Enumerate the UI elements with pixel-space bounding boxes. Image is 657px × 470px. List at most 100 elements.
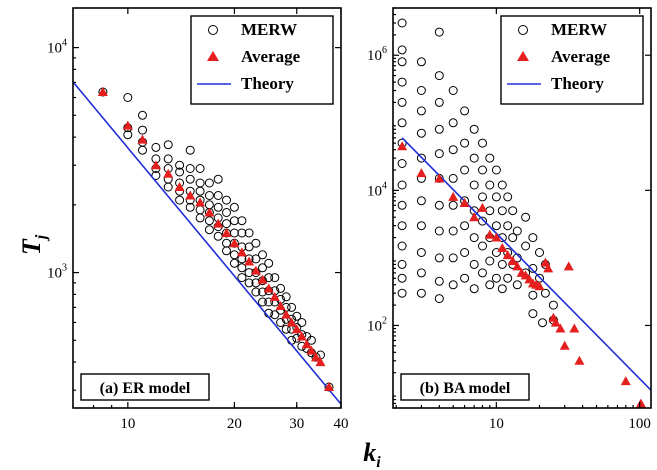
ba-legend-label: Theory bbox=[551, 74, 604, 93]
ba-merw-point bbox=[397, 221, 407, 231]
er-merw-point bbox=[229, 228, 239, 238]
er-average-point bbox=[122, 120, 133, 130]
er-merw-point bbox=[195, 205, 205, 215]
ba-merw-point bbox=[469, 233, 479, 243]
ba-merw-point bbox=[485, 206, 495, 216]
ba-merw-point bbox=[460, 248, 470, 257]
er-merw-point bbox=[175, 160, 185, 170]
er-merw-point bbox=[204, 216, 214, 226]
er-merw-point bbox=[281, 292, 291, 302]
er-merw-point bbox=[204, 225, 214, 235]
er-average-point bbox=[286, 317, 297, 327]
er-merw-point bbox=[306, 335, 316, 345]
ba-merw-point bbox=[397, 200, 407, 210]
ba-average-point bbox=[469, 212, 480, 222]
ba-merw-point bbox=[508, 233, 518, 243]
ba-legend-label: Average bbox=[551, 47, 611, 66]
er-merw-point bbox=[213, 174, 223, 184]
ba-average-point bbox=[507, 255, 518, 265]
ba-merw-point bbox=[485, 256, 495, 266]
ba-legend-label: MERW bbox=[551, 20, 607, 39]
er-average-point bbox=[257, 274, 268, 284]
ba-merw-point bbox=[397, 18, 407, 28]
er-merw-point bbox=[195, 164, 205, 173]
ba-merw-point bbox=[434, 97, 444, 107]
er-merw-point bbox=[185, 164, 195, 173]
ba-merw-point bbox=[503, 192, 513, 202]
ba-merw-point bbox=[434, 124, 444, 134]
ba-merw-point bbox=[416, 86, 426, 95]
ba-average-point bbox=[491, 232, 502, 242]
ba-merw-point bbox=[397, 259, 407, 269]
er-y-tick-label: 103 bbox=[47, 263, 67, 282]
er-merw-point bbox=[195, 186, 205, 196]
ba-average-point bbox=[569, 323, 580, 333]
er-merw-point bbox=[244, 278, 254, 288]
ba-merw-point bbox=[521, 241, 531, 251]
er-merw-point bbox=[204, 191, 214, 200]
er-panel-label-text: (a) ER model bbox=[100, 380, 191, 397]
ba-merw-point bbox=[478, 241, 487, 251]
ba-merw-point bbox=[434, 253, 444, 263]
er-merw-point bbox=[138, 125, 147, 135]
er-average-point bbox=[204, 207, 215, 217]
ba-merw-point bbox=[397, 288, 407, 298]
er-plot-area bbox=[73, 81, 341, 405]
ba-merw-point bbox=[434, 294, 444, 304]
ba-average-point bbox=[574, 355, 585, 365]
er-average-point bbox=[185, 190, 196, 200]
er-x-tick-label: 20 bbox=[227, 416, 242, 432]
ba-merw-point bbox=[469, 180, 479, 190]
ba-merw-point bbox=[397, 159, 407, 168]
ba-y-tick-label: 104 bbox=[367, 180, 387, 199]
ba-panel-label-box bbox=[400, 373, 530, 401]
er-merw-point bbox=[229, 216, 239, 226]
ba-merw-point bbox=[448, 253, 458, 263]
ba-merw-point bbox=[460, 165, 470, 175]
ba-merw-point bbox=[434, 27, 444, 37]
ba-merw-point bbox=[497, 206, 507, 216]
ba-merw-point bbox=[491, 248, 501, 257]
er-average-point bbox=[229, 238, 240, 248]
ba-average-point bbox=[484, 229, 495, 239]
er-average-point bbox=[163, 168, 174, 178]
er-merw-point bbox=[258, 250, 267, 260]
ba-x-tick-label: 100 bbox=[628, 416, 651, 432]
ba-merw-point bbox=[416, 248, 426, 257]
ba-average-point bbox=[534, 281, 545, 291]
er-average-point bbox=[269, 291, 280, 301]
ba-average-point bbox=[497, 243, 508, 253]
ba-merw-point bbox=[448, 145, 458, 155]
er-merw-point bbox=[297, 318, 307, 327]
er-merw-point bbox=[251, 287, 261, 297]
er-average-point bbox=[291, 324, 302, 334]
ba-merw-point bbox=[491, 192, 501, 202]
ba-panel-label: (b) BA model bbox=[400, 373, 530, 401]
er-merw-point bbox=[237, 263, 247, 273]
ba-merw-point bbox=[416, 153, 426, 163]
er-merw-point bbox=[185, 202, 195, 212]
er-average-point bbox=[306, 345, 317, 355]
x-axis-title: ki bbox=[363, 438, 381, 470]
er-panel-label-box bbox=[80, 373, 210, 401]
ba-merw-point bbox=[512, 280, 522, 290]
er-merw-point bbox=[229, 202, 239, 212]
ba-average-point bbox=[555, 323, 566, 333]
ba-merw-point bbox=[434, 226, 444, 236]
ba-merw-point bbox=[397, 77, 407, 87]
er-merw-point bbox=[258, 263, 267, 273]
er-legend-label: MERW bbox=[241, 20, 297, 39]
ba-merw-point bbox=[416, 106, 426, 116]
ba-merw-point bbox=[448, 118, 458, 128]
ba-average-point bbox=[477, 202, 488, 212]
ba-average-point bbox=[635, 398, 646, 408]
ba-merw-point bbox=[416, 128, 426, 138]
er-average-point bbox=[324, 381, 335, 391]
ba-legend-average-marker bbox=[517, 51, 529, 61]
er-merw-point bbox=[138, 110, 147, 120]
ba-merw-point bbox=[434, 71, 444, 81]
ba-merw-point bbox=[416, 288, 426, 298]
ba-merw-point bbox=[503, 221, 513, 231]
ba-merw-point bbox=[497, 284, 507, 294]
ba-average-point bbox=[559, 340, 570, 350]
